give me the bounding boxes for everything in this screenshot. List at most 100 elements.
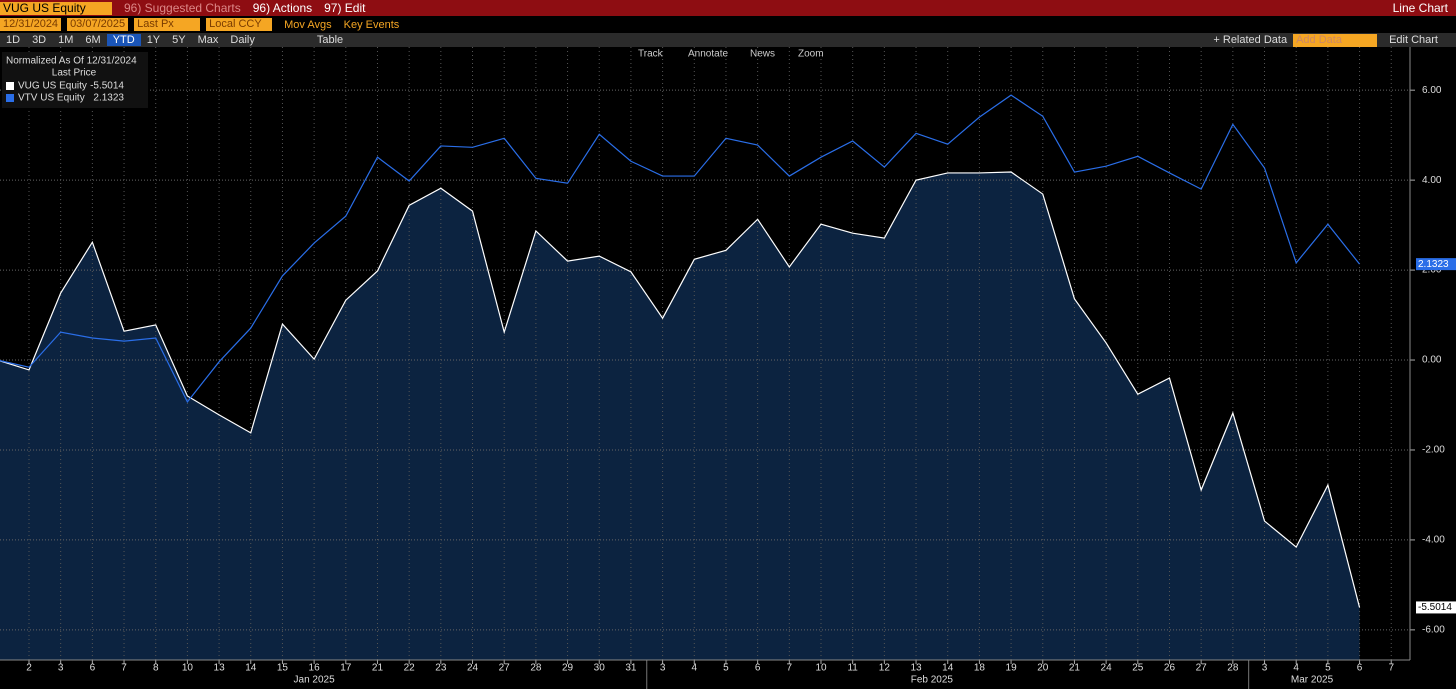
x-tick-label: 18 [974,663,986,674]
month-label: Mar 2025 [1291,675,1334,686]
ticker[interactable]: VUG US Equity [0,1,112,15]
period-button[interactable]: 6M [85,34,101,46]
legend-header: Normalized As Of 12/31/2024 [6,56,137,67]
x-tick-label: 26 [1164,663,1176,674]
x-tick-label: 4 [1293,663,1299,674]
series-line [0,94,1361,403]
series-line [0,171,1361,608]
x-tick-label: 7 [787,663,793,674]
x-tick-label: 25 [1132,663,1144,674]
last-value-tag [1416,601,1456,614]
period-button[interactable]: 1D [6,34,21,46]
x-tick-label: 29 [562,663,574,674]
x-tick-label: 24 [1101,663,1113,674]
add-data[interactable]: Add Data [1293,33,1378,47]
period-bar: 1D 3D 1M 6M YTD 1Y 5Y Max Daily Table + Related… [0,33,1456,47]
x-tick-label: 28 [1227,663,1239,674]
x-tick-label: 22 [404,663,416,674]
month-label: Jan 2025 [294,675,336,686]
y-tick-label: 4.00 [1422,175,1442,186]
period-button[interactable]: 3D [32,34,47,46]
period-button[interactable]: 1M [58,34,74,46]
x-tick-label: 28 [530,663,542,674]
x-tick-label: 2 [26,663,32,674]
legend-value: 2.1323 [93,93,124,104]
chart-tool[interactable]: Annotate [688,49,728,60]
related-data[interactable]: + Related Data [1213,34,1288,46]
last-value-label: -5.5014 [1418,602,1452,613]
chart-tool[interactable]: Zoom [798,49,824,60]
period-list: 1D 3D 1M 6M YTD 1Y 5Y Max [0,34,224,46]
y-tick-label: 0.00 [1422,355,1442,366]
field[interactable]: Last Px [134,18,201,31]
x-tick-label: 3 [1262,663,1268,674]
x-tick-label: 5 [723,663,729,674]
x-tick-label: 13 [214,663,226,674]
area [0,172,1360,660]
top-bar: VUG US Equity 96) Suggested Charts 96) A… [0,0,1456,16]
x-tick-label: 14 [245,663,257,674]
legend-label: VTV US Equity [18,93,85,104]
x-tick-label: 20 [1037,663,1049,674]
x-tick-label: 6 [755,663,761,674]
x-tick-label: 30 [594,663,606,674]
toggle[interactable]: Mov Avgs [284,18,332,31]
menu[interactable]: 96) Suggested Charts [124,1,241,15]
toggle[interactable]: Key Events [343,18,400,31]
x-tick-label: 7 [121,663,127,674]
y-tick-label: 6.00 [1422,85,1442,96]
x-tick-label: 5 [1325,663,1331,674]
x-tick-label: 3 [660,663,666,674]
legend-header: Last Price [52,68,97,79]
x-tick-label: 7 [1388,663,1394,674]
currency[interactable]: Local CCY [206,18,273,31]
x-tick-label: 27 [499,663,511,674]
frequency[interactable]: Daily [230,34,255,46]
legend-swatch [6,94,14,102]
y-tick-label: -4.00 [1422,535,1445,546]
menu[interactable]: 97) Edit [324,1,366,15]
x-tick-label: 24 [467,663,479,674]
x-tick-label: 31 [625,663,637,674]
period-button[interactable]: 5Y [172,34,186,46]
y-tick-label: 2.00 [1422,265,1442,276]
x-tick-label: 12 [879,663,891,674]
y-tick-label: -6.00 [1422,625,1445,636]
x-tick-label: 13 [910,663,922,674]
chart-tool[interactable]: Track [638,49,664,60]
last-value-tag [1416,258,1456,271]
last-value-label: 2.1323 [1418,259,1449,270]
x-tick-label: 10 [815,663,827,674]
legend-label: VUG US Equity [18,81,87,92]
legend-swatch [6,82,14,90]
x-tick-label: 11 [847,663,858,674]
period-button[interactable]: YTD [106,34,141,46]
period-button[interactable]: Max [197,34,219,46]
end-date[interactable]: 03/07/2025 [67,18,129,31]
menu[interactable]: 96) Actions [252,1,313,15]
x-tick-label: 15 [277,663,289,674]
y-tick-label: -2.00 [1422,445,1445,456]
x-tick-label: 17 [340,663,352,674]
x-tick-label: 21 [1069,663,1081,674]
period-button[interactable]: 1Y [146,34,161,46]
settings-bar: 12/31/2024 03/07/2025 Last Px Local CCY … [0,17,1456,32]
x-tick-label: 4 [691,663,697,674]
table-button[interactable]: Table [316,34,344,46]
x-tick-label: 8 [153,663,159,674]
x-tick-label: 14 [942,663,954,674]
legend-box [2,52,148,108]
x-tick-label: 10 [182,663,194,674]
view-title: Line Chart [1392,1,1448,15]
chart-tool[interactable]: News [750,49,775,60]
x-tick-label: 6 [1357,663,1363,674]
month-label: Feb 2025 [911,675,954,686]
x-tick-label: 27 [1196,663,1208,674]
x-tick-label: 6 [90,663,96,674]
edit-chart[interactable]: Edit Chart [1389,34,1438,46]
start-date[interactable]: 12/31/2024 [0,18,62,31]
x-tick-label: 23 [435,663,447,674]
legend-value: -5.5014 [90,81,124,92]
